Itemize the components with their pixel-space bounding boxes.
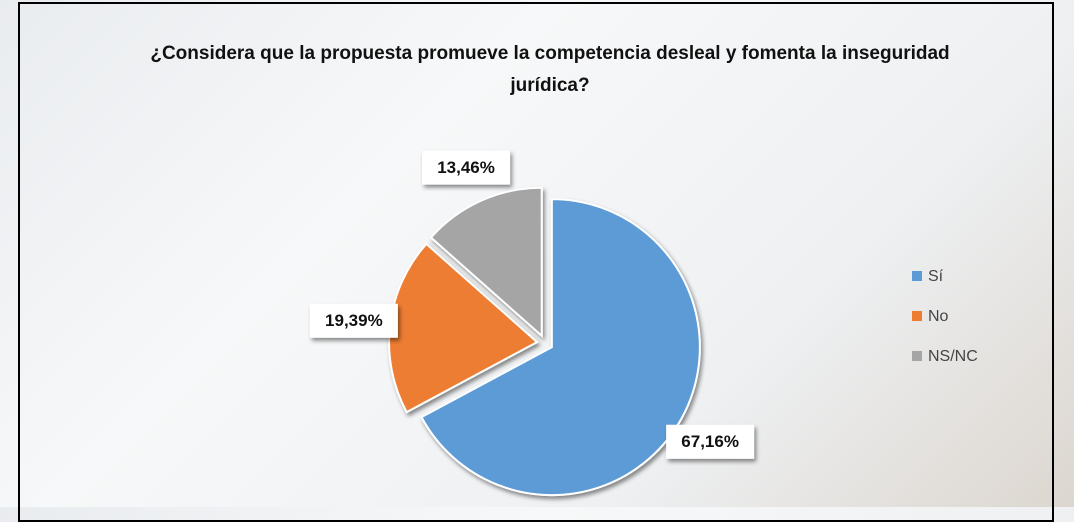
data-label: 13,46% <box>422 151 510 185</box>
legend-marker <box>912 271 922 281</box>
data-label: 67,16% <box>666 425 754 459</box>
chart: 67,16% 19,39% 13,46% Sí No NS/NC <box>0 0 1074 507</box>
legend-text: No <box>928 308 949 325</box>
data-label-text: 67,16% <box>681 432 739 451</box>
legend-text: Sí <box>928 268 944 285</box>
data-label: 19,39% <box>310 304 398 338</box>
legend-marker <box>912 351 922 361</box>
legend-marker <box>912 311 922 321</box>
legend-text: NS/NC <box>928 348 978 365</box>
data-label-text: 19,39% <box>325 311 383 330</box>
data-label-text: 13,46% <box>437 158 495 177</box>
page: ¿Considera que la propuesta promueve la … <box>0 0 1074 507</box>
